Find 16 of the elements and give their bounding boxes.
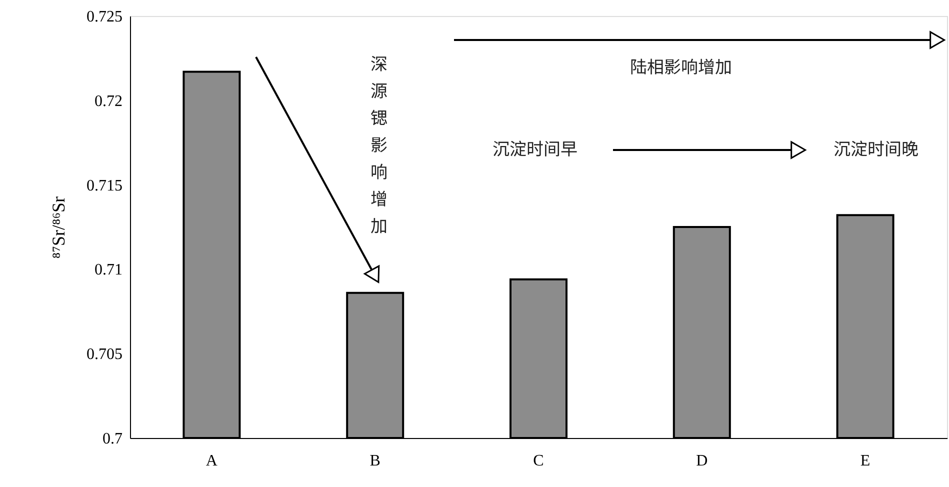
annotation: 沉淀时间早: [492, 140, 578, 160]
y-tick-label: 0.715: [86, 177, 122, 194]
y-tick-label: 0.7: [102, 430, 122, 448]
x-tick-label: E: [860, 452, 870, 470]
x-tick-label: A: [206, 452, 218, 470]
x-tick-label: B: [370, 452, 380, 470]
y-tick-label: 0.72: [94, 92, 122, 110]
annotation: 沉淀时间晚: [834, 140, 918, 160]
y-tick-label: 0.71: [94, 262, 122, 279]
x-tick-label: C: [533, 452, 544, 470]
annotation: 陆相影响增加: [630, 58, 732, 78]
annotation: 深源锶影响增加: [370, 55, 388, 237]
x-tick-label: D: [696, 452, 708, 470]
y-axis-title: ⁸⁷Sr/⁸⁶Sr: [48, 196, 68, 259]
y-tick-label: 0.725: [86, 8, 122, 26]
y-tick-label: 0.705: [86, 346, 122, 364]
